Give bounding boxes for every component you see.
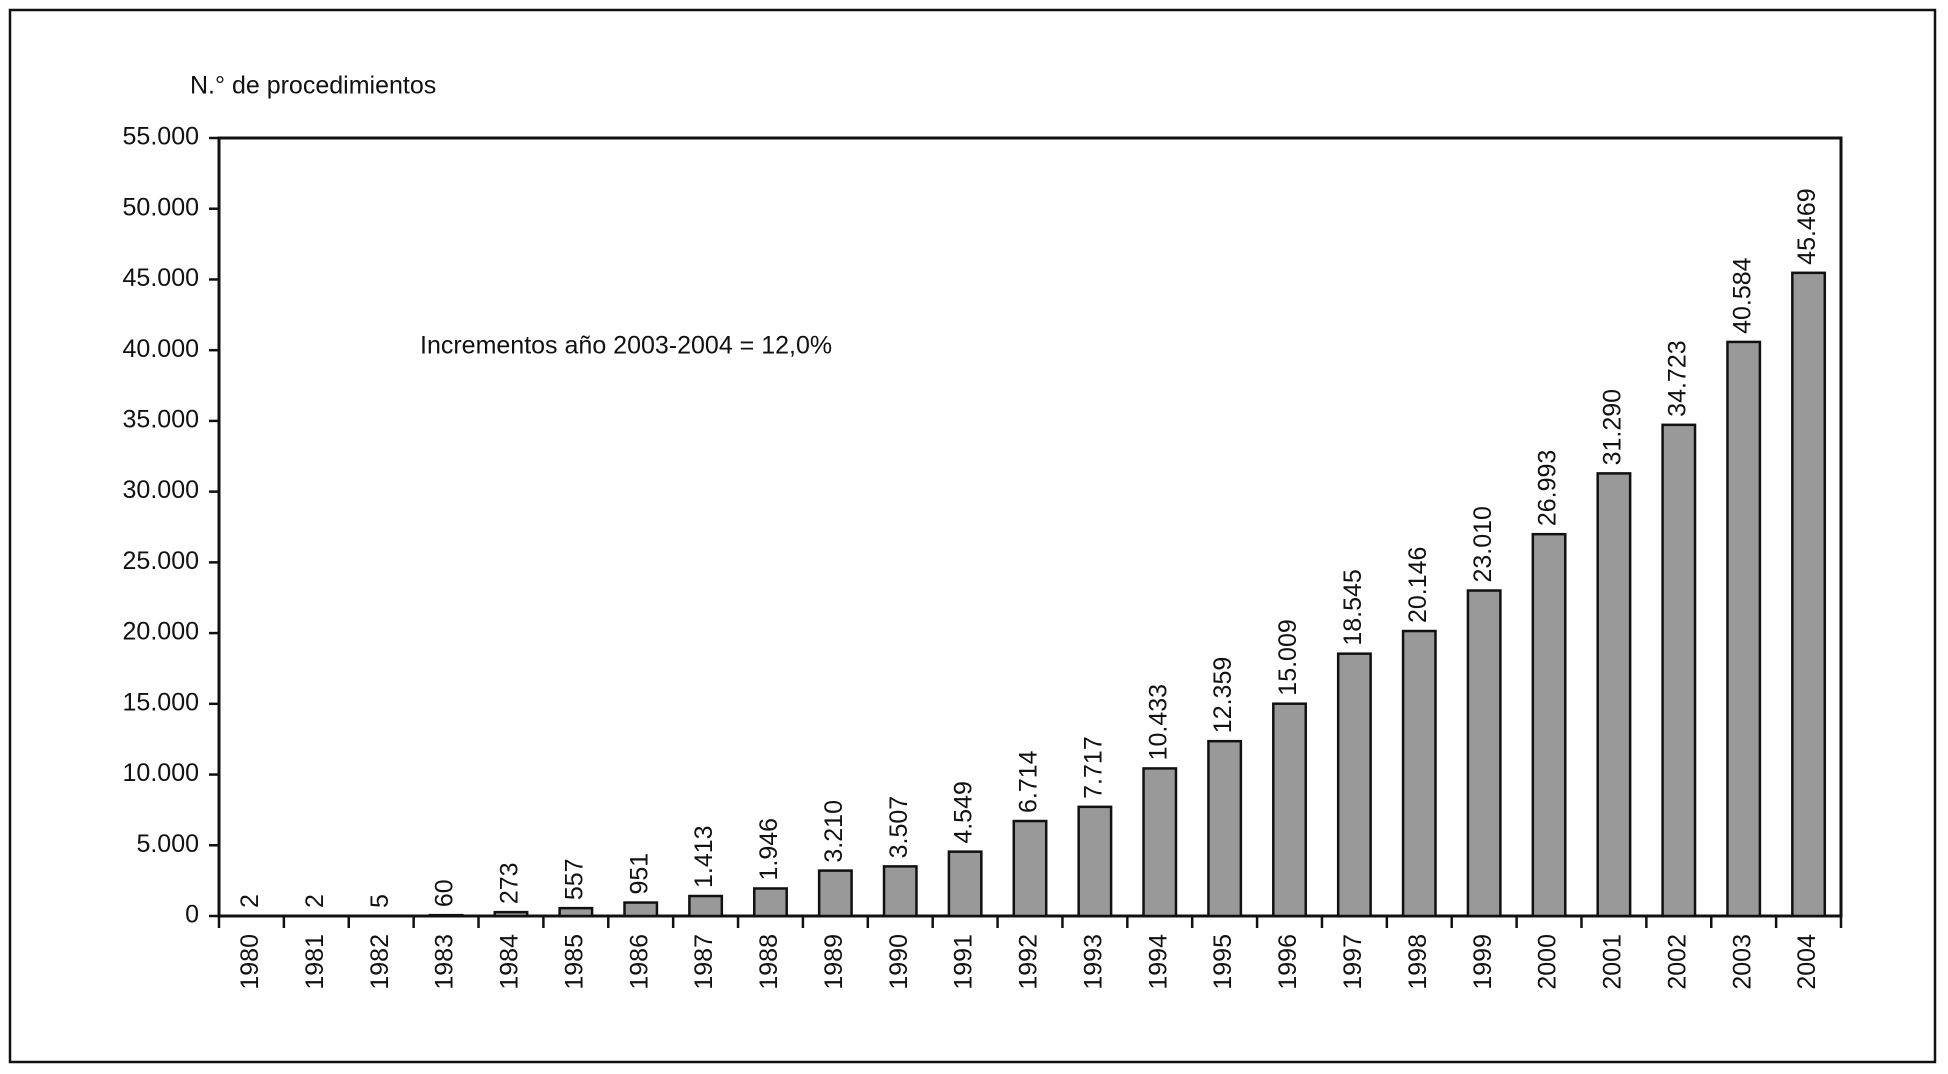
x-tick-label: 2004 (1793, 934, 1821, 990)
bar (1142, 767, 1178, 918)
value-label: 45.469 (1793, 188, 1821, 264)
value-label: 2 (301, 894, 329, 908)
x-tick-label: 1987 (690, 934, 718, 990)
bar (817, 869, 853, 918)
bar (1596, 472, 1632, 918)
x-tick-label: 1991 (950, 934, 978, 990)
bar (623, 901, 659, 918)
y-tick-label: 50.000 (123, 193, 199, 221)
value-label: 60 (431, 879, 459, 907)
x-tick-label: 1995 (1209, 934, 1237, 990)
bar (882, 865, 918, 918)
value-label: 6.714 (1015, 750, 1043, 813)
y-tick-label: 20.000 (123, 618, 199, 646)
bar (1401, 629, 1437, 918)
bar (1012, 819, 1048, 918)
x-tick-label: 1997 (1339, 934, 1367, 990)
value-label: 273 (496, 862, 524, 904)
value-label: 1.413 (690, 825, 718, 888)
y-tick-label: 40.000 (123, 335, 199, 363)
value-label: 26.993 (1534, 450, 1562, 526)
value-label: 23.010 (1469, 506, 1497, 582)
value-label: 5 (366, 894, 394, 908)
x-tick-label: 1985 (560, 934, 588, 990)
value-label: 40.584 (1728, 257, 1756, 334)
x-tick-label: 1993 (1079, 934, 1107, 990)
y-tick-label: 15.000 (123, 688, 199, 716)
y-tick-label: 10.000 (123, 759, 199, 787)
x-tick-label: 1980 (236, 934, 264, 990)
x-tick-label: 1992 (1015, 934, 1043, 990)
bar (1661, 423, 1697, 918)
bar (1531, 532, 1567, 918)
y-tick-label: 30.000 (123, 476, 199, 504)
bar (1272, 702, 1307, 918)
x-tick-label: 1998 (1404, 934, 1432, 990)
bar (1466, 589, 1502, 918)
axis-label: N.° de procedimientos (190, 72, 436, 100)
x-tick-label: 2001 (1599, 934, 1627, 990)
bar (1791, 271, 1827, 918)
value-label: 2 (236, 894, 264, 908)
bar (558, 906, 594, 918)
y-tick-label: 0 (185, 901, 199, 929)
bar (688, 894, 724, 918)
bar (947, 850, 983, 918)
x-tick-label: 1984 (496, 934, 524, 990)
bar (1726, 340, 1762, 918)
x-tick-label: 1989 (820, 934, 848, 990)
x-tick-label: 1983 (431, 934, 459, 990)
value-label: 10.433 (1144, 684, 1172, 760)
value-label: 4.549 (950, 781, 978, 844)
bar (1336, 652, 1372, 918)
y-tick-label: 25.000 (123, 547, 199, 575)
value-label: 3.507 (885, 796, 913, 859)
bar (753, 887, 788, 918)
x-tick-label: 1999 (1469, 934, 1497, 990)
value-label: 15.009 (1274, 619, 1302, 695)
x-tick-label: 1988 (755, 934, 783, 990)
value-label: 12.359 (1209, 657, 1237, 733)
bar (1207, 739, 1243, 918)
y-tick-label: 35.000 (123, 406, 199, 434)
x-tick-label: 1996 (1274, 934, 1302, 990)
value-label: 20.146 (1404, 547, 1432, 623)
value-label: 31.290 (1599, 389, 1627, 465)
annotation: Incrementos año 2003-2004 = 12,0% (420, 332, 832, 360)
value-label: 1.946 (755, 818, 783, 881)
x-tick-label: 1981 (301, 934, 329, 990)
value-label: 3.210 (820, 800, 848, 863)
bar (493, 910, 529, 918)
x-tick-label: 2000 (1534, 934, 1562, 990)
x-tick-label: 2003 (1728, 934, 1756, 990)
frame (8, 8, 1937, 1064)
value-label: 557 (560, 858, 588, 900)
y-tick-label: 55.000 (123, 123, 199, 151)
x-tick-label: 2002 (1663, 934, 1691, 990)
bar (1077, 805, 1113, 918)
y-tick-label: 5.000 (136, 830, 199, 858)
value-label: 951 (625, 853, 653, 895)
value-label: 7.717 (1079, 736, 1107, 799)
y-tick-label: 45.000 (123, 264, 199, 292)
x-tick-label: 1990 (885, 934, 913, 990)
x-tick-label: 1982 (366, 934, 394, 990)
value-label: 34.723 (1663, 340, 1691, 416)
value-label: 18.545 (1339, 569, 1367, 645)
x-tick-label: 1994 (1144, 934, 1172, 990)
bar (428, 913, 464, 918)
x-tick-label: 1986 (625, 934, 653, 990)
